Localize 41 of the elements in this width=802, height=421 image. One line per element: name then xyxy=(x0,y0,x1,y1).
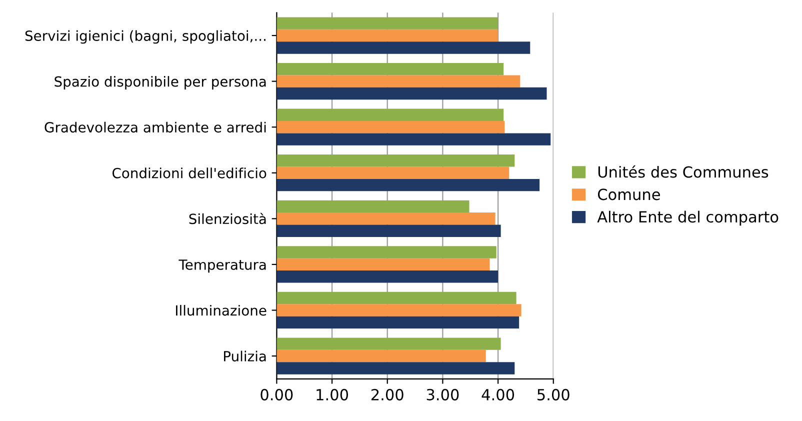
bar xyxy=(276,75,520,88)
bar xyxy=(276,292,516,304)
bar xyxy=(276,350,486,362)
bar xyxy=(276,316,520,329)
bar xyxy=(276,178,540,192)
bar xyxy=(276,120,505,134)
y-tick-label: Spazio disponibile per persona xyxy=(54,76,266,90)
bar xyxy=(276,212,496,225)
bar xyxy=(276,108,504,121)
legend-label: Comune xyxy=(598,188,660,200)
bar xyxy=(276,338,501,350)
bar xyxy=(276,87,547,100)
bar xyxy=(276,29,498,42)
y-tick-label: Condizioni dell'edificio xyxy=(112,168,266,178)
y-tick-label: Temperatura xyxy=(178,260,266,273)
bar xyxy=(276,258,490,271)
y-tick-label: Servizi igienici (bagni, spogliatoi,... xyxy=(25,30,266,44)
bar xyxy=(276,17,498,30)
x-tick-label: 3.00 xyxy=(426,388,459,400)
bar xyxy=(276,154,515,167)
legend-label: Altro Ente del comparto xyxy=(597,210,778,226)
bar xyxy=(276,246,496,258)
x-tick-label: 0.00 xyxy=(260,388,293,400)
x-tick-label: 4.00 xyxy=(482,388,514,400)
bar xyxy=(276,200,470,213)
x-tick-label: 5.00 xyxy=(538,388,570,400)
x-tick-label: 1.00 xyxy=(316,388,348,400)
bar xyxy=(276,270,498,283)
y-tick-label: Gradevolezza ambiente e arredi xyxy=(44,122,266,133)
y-tick-label: Illuminazione xyxy=(176,304,266,316)
bar xyxy=(276,224,501,237)
bar xyxy=(276,133,551,146)
legend-label: Unités des Communes xyxy=(598,165,768,178)
bar xyxy=(276,42,530,54)
y-tick-label: Pulizia xyxy=(224,350,266,362)
y-tick-label: Silenziosità xyxy=(189,212,266,224)
x-tick-label: 2.00 xyxy=(371,388,404,400)
bar xyxy=(276,166,510,179)
bar xyxy=(276,304,522,316)
bar xyxy=(276,362,515,374)
bar xyxy=(276,62,504,76)
